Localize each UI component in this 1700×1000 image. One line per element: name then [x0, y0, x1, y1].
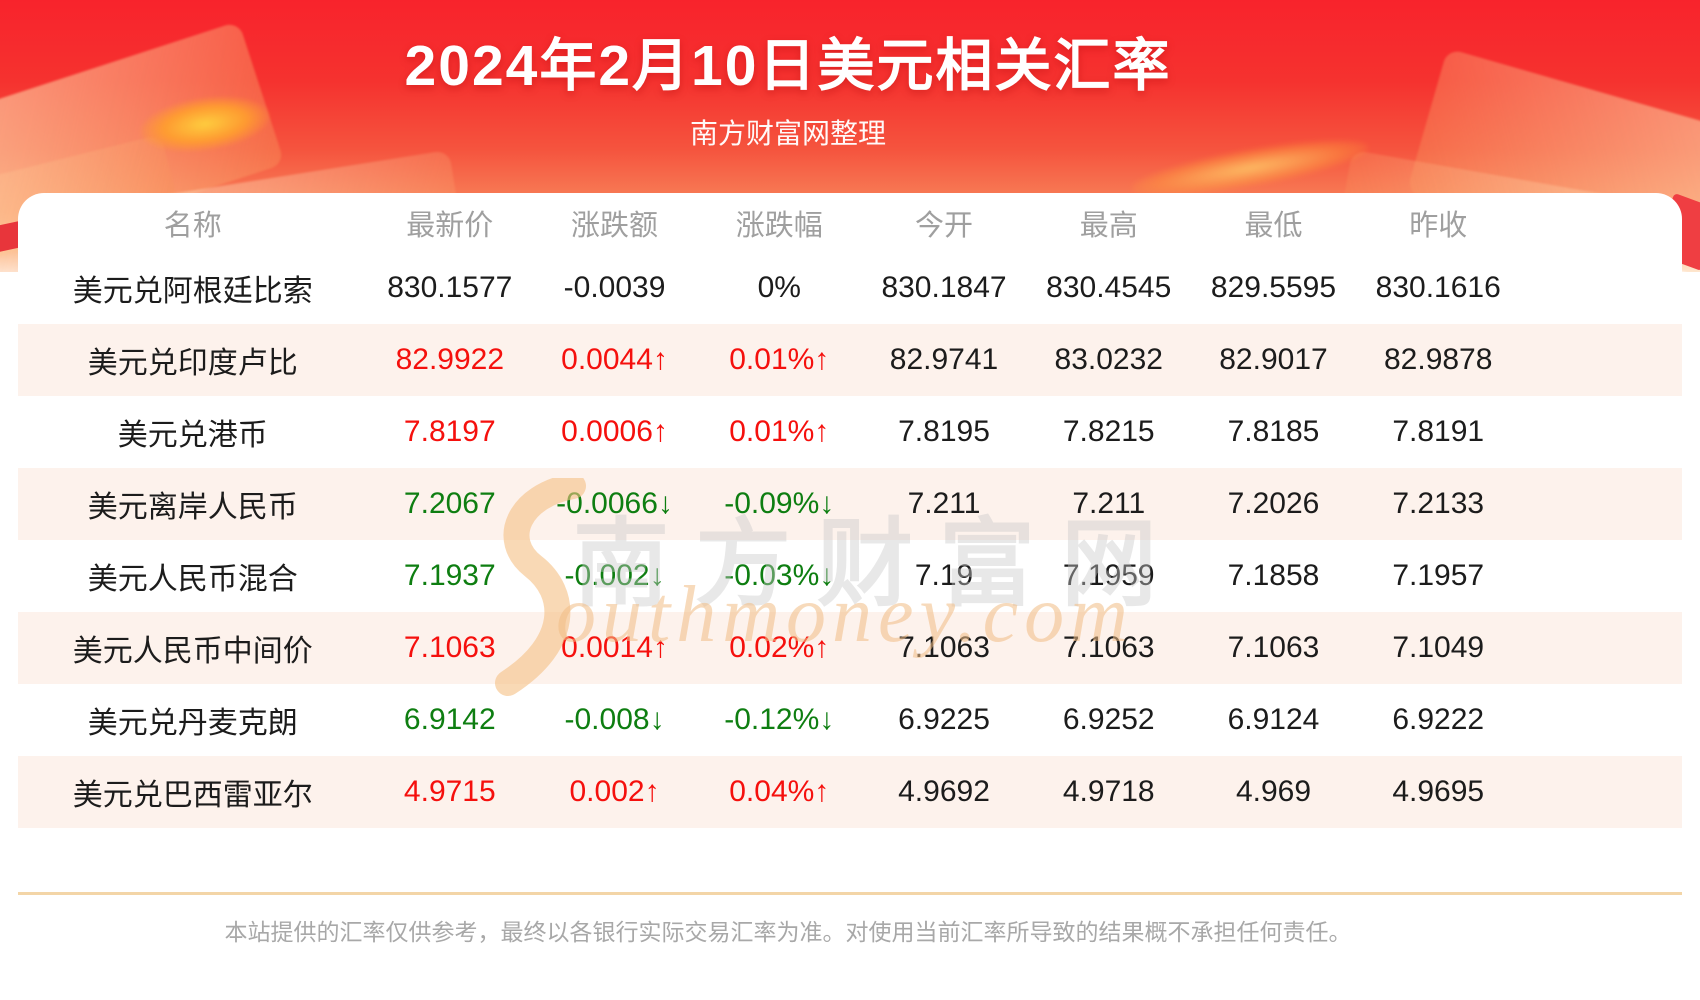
change-percent: -0.09%↓ — [724, 487, 835, 520]
high-price: 7.8215 — [1062, 415, 1155, 448]
prev-close-price: 82.9878 — [1383, 343, 1493, 376]
table-row: 美元兑阿根廷比索 830.1577 -0.0039 0% 830.1847 83… — [18, 252, 1682, 324]
low-price: 4.969 — [1235, 775, 1312, 808]
change-percent: 0.01%↑ — [729, 343, 830, 376]
latest-price: 7.1063 — [403, 631, 496, 664]
open-price: 7.8195 — [898, 415, 990, 448]
table-header-row: 名称 最新价 涨跌额 涨跌幅 今开 最高 最低 昨收 — [18, 193, 1682, 252]
low-price: 7.1858 — [1227, 559, 1320, 592]
prev-close-price: 6.9222 — [1392, 703, 1485, 736]
page-subtitle: 南方财富网整理 — [689, 118, 886, 149]
currency-pair-name: 美元兑阿根廷比索 — [72, 275, 313, 308]
prev-close-price: 7.1957 — [1392, 559, 1485, 592]
low-price: 7.1063 — [1227, 631, 1320, 664]
prev-close-price: 4.9695 — [1392, 775, 1485, 808]
change-amount: 0.002↑ — [569, 775, 660, 808]
high-price: 7.211 — [1072, 487, 1146, 520]
table-row: 美元兑丹麦克朗 6.9142 -0.008↓ -0.12%↓ 6.9225 6.… — [18, 684, 1682, 756]
table-row: 美元兑巴西雷亚尔 4.9715 0.002↑ 0.04%↑ 4.9692 4.9… — [18, 756, 1682, 828]
latest-price: 7.2067 — [403, 487, 496, 520]
latest-price: 4.9715 — [403, 775, 496, 808]
column-header-name: 名称 — [163, 209, 222, 242]
change-percent: -0.12%↓ — [724, 703, 835, 736]
high-price: 7.1959 — [1062, 559, 1155, 592]
column-header-high: 最高 — [1079, 209, 1138, 242]
disclaimer-text: 本站提供的汇率仅供参考，最终以各银行实际交易汇率为准。对使用当前汇率所导致的结果… — [224, 919, 1352, 945]
change-amount: -0.002↓ — [564, 559, 665, 592]
open-price: 82.9741 — [889, 343, 999, 376]
currency-pair-name: 美元人民币中间价 — [72, 635, 313, 668]
currency-pair-name: 美元兑巴西雷亚尔 — [72, 779, 313, 812]
table-row: 美元人民币中间价 7.1063 0.0014↑ 0.02%↑ 7.1063 7.… — [18, 612, 1682, 684]
table-row: 美元兑印度卢比 82.9922 0.0044↑ 0.01%↑ 82.9741 8… — [18, 324, 1682, 396]
column-header-open: 今开 — [915, 209, 974, 242]
change-amount: 0.0014↑ — [561, 631, 668, 664]
change-amount: -0.008↓ — [564, 703, 665, 736]
currency-pair-name: 美元人民币混合 — [87, 563, 298, 596]
change-percent: 0% — [757, 271, 801, 304]
prev-close-price: 830.1616 — [1375, 271, 1501, 304]
latest-price: 7.1937 — [403, 559, 496, 592]
low-price: 7.8185 — [1227, 415, 1320, 448]
table-row: 美元人民币混合 7.1937 -0.002↓ -0.03%↓ 7.19 7.19… — [18, 540, 1682, 612]
change-amount: -0.0039 — [563, 271, 666, 304]
change-percent: 0.02%↑ — [729, 631, 830, 664]
change-percent: 0.04%↑ — [729, 775, 830, 808]
change-amount: -0.0066↓ — [556, 487, 673, 520]
column-header-low: 最低 — [1244, 209, 1303, 242]
prev-close-price: 7.2133 — [1392, 487, 1485, 520]
open-price: 4.9692 — [898, 775, 990, 808]
low-price: 7.2026 — [1227, 487, 1320, 520]
low-price: 829.5595 — [1210, 271, 1337, 304]
open-price: 7.19 — [914, 559, 974, 592]
table-row: 美元兑港币 7.8197 0.0006↑ 0.01%↑ 7.8195 7.821… — [18, 396, 1682, 468]
prev-close-price: 7.8191 — [1392, 415, 1485, 448]
high-price: 4.9718 — [1062, 775, 1155, 808]
column-header-latest: 最新价 — [406, 209, 494, 242]
latest-price: 830.1577 — [387, 271, 513, 304]
currency-pair-name: 美元兑丹麦克朗 — [87, 707, 298, 740]
footer-divider — [18, 892, 1682, 895]
table-row: 美元离岸人民币 7.2067 -0.0066↓ -0.09%↓ 7.211 7.… — [18, 468, 1682, 540]
change-percent: -0.03%↓ — [724, 559, 835, 592]
column-header-prev-close: 昨收 — [1409, 209, 1468, 242]
change-amount: 0.0006↑ — [561, 415, 668, 448]
latest-price: 6.9142 — [403, 703, 496, 736]
high-price: 6.9252 — [1062, 703, 1155, 736]
high-price: 83.0232 — [1054, 343, 1163, 376]
open-price: 7.1063 — [898, 631, 990, 664]
column-header-change: 涨跌额 — [571, 209, 659, 242]
change-amount: 0.0044↑ — [561, 343, 668, 376]
change-percent: 0.01%↑ — [729, 415, 830, 448]
high-price: 7.1063 — [1062, 631, 1155, 664]
currency-pair-name: 美元兑印度卢比 — [87, 347, 298, 380]
latest-price: 7.8197 — [403, 415, 496, 448]
currency-pair-name: 美元兑港币 — [117, 419, 268, 452]
rates-table-card: 名称 最新价 涨跌额 涨跌幅 今开 最高 最低 昨收 美元兑阿根廷比索 830.… — [18, 193, 1682, 1000]
low-price: 82.9017 — [1219, 343, 1328, 376]
open-price: 7.211 — [907, 487, 981, 520]
latest-price: 82.9922 — [395, 343, 505, 376]
low-price: 6.9124 — [1227, 703, 1320, 736]
high-price: 830.4545 — [1046, 271, 1172, 304]
open-price: 6.9225 — [898, 703, 990, 736]
column-header-change-pct: 涨跌幅 — [735, 209, 823, 242]
prev-close-price: 7.1049 — [1392, 631, 1485, 664]
open-price: 830.1847 — [881, 271, 1007, 304]
page-title: 2024年2月10日美元相关汇率 — [404, 34, 1172, 98]
currency-pair-name: 美元离岸人民币 — [87, 491, 298, 524]
